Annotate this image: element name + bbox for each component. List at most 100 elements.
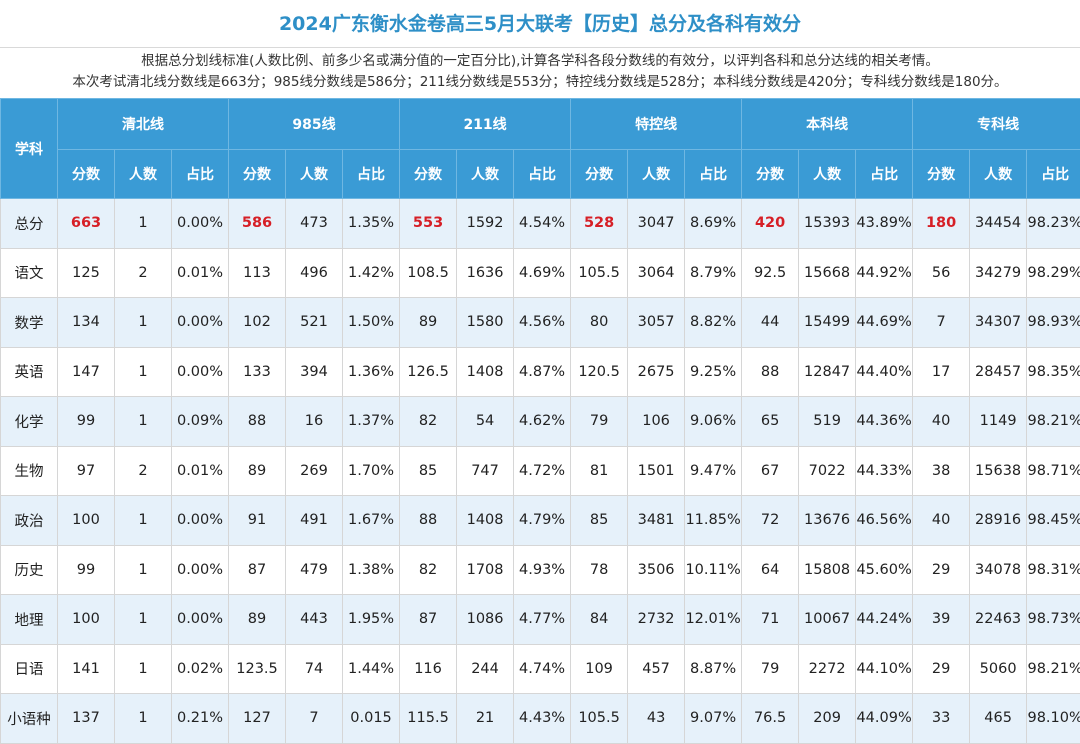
cell-211-ratio: 4.87% (514, 347, 571, 397)
cell-985-count: 7 (286, 694, 343, 744)
group-header-985: 985线 (229, 99, 400, 150)
cell-zhuanke-ratio: 98.73% (1027, 595, 1080, 645)
group-header-tekong: 特控线 (571, 99, 742, 150)
cell-qingbei-score: 147 (58, 347, 115, 397)
cell-benke-count: 12847 (799, 347, 856, 397)
cell-subject: 历史 (1, 545, 58, 595)
cell-qingbei-ratio: 0.09% (172, 397, 229, 447)
group-header-benke: 本科线 (742, 99, 913, 150)
sub-header-score: 分数 (400, 150, 457, 199)
cell-zhuanke-count: 22463 (970, 595, 1027, 645)
sub-header-score: 分数 (742, 150, 799, 199)
cell-benke-count: 209 (799, 694, 856, 744)
cell-qingbei-score: 97 (58, 446, 115, 496)
cell-benke-score: 420 (742, 199, 799, 249)
cell-benke-score: 71 (742, 595, 799, 645)
cell-qingbei-ratio: 0.01% (172, 248, 229, 298)
cell-benke-ratio: 44.36% (856, 397, 913, 447)
cell-benke-ratio: 44.69% (856, 298, 913, 348)
cell-211-ratio: 4.62% (514, 397, 571, 447)
cell-211-score: 82 (400, 545, 457, 595)
cell-zhuanke-ratio: 98.29% (1027, 248, 1080, 298)
description-line-2: 本次考试清北线分数线是663分；985线分数线是586分；211线分数线是553… (0, 72, 1080, 93)
group-header-qingbei: 清北线 (58, 99, 229, 150)
cell-qingbei-ratio: 0.00% (172, 595, 229, 645)
cell-211-count: 1408 (457, 496, 514, 546)
cell-zhuanke-count: 1149 (970, 397, 1027, 447)
cell-985-score: 113 (229, 248, 286, 298)
cell-211-score: 89 (400, 298, 457, 348)
cell-211-ratio: 4.93% (514, 545, 571, 595)
cell-zhuanke-count: 28916 (970, 496, 1027, 546)
group-header-zhuanke: 专科线 (913, 99, 1080, 150)
cell-zhuanke-score: 33 (913, 694, 970, 744)
cell-211-score: 116 (400, 644, 457, 694)
cell-benke-count: 7022 (799, 446, 856, 496)
cell-tekong-count: 3047 (628, 199, 685, 249)
cell-zhuanke-count: 5060 (970, 644, 1027, 694)
cell-985-count: 491 (286, 496, 343, 546)
cell-985-ratio: 1.42% (343, 248, 400, 298)
cell-211-score: 115.5 (400, 694, 457, 744)
cell-tekong-count: 1501 (628, 446, 685, 496)
cell-zhuanke-score: 56 (913, 248, 970, 298)
cell-qingbei-ratio: 0.01% (172, 446, 229, 496)
cell-211-count: 1592 (457, 199, 514, 249)
cell-tekong-ratio: 9.25% (685, 347, 742, 397)
cell-qingbei-count: 1 (115, 347, 172, 397)
cell-211-ratio: 4.72% (514, 446, 571, 496)
cell-tekong-count: 43 (628, 694, 685, 744)
sub-header-count: 人数 (628, 150, 685, 199)
cell-benke-ratio: 46.56% (856, 496, 913, 546)
sub-header-count: 人数 (457, 150, 514, 199)
cell-subject: 总分 (1, 199, 58, 249)
cell-benke-ratio: 45.60% (856, 545, 913, 595)
cell-qingbei-count: 1 (115, 199, 172, 249)
cell-211-score: 108.5 (400, 248, 457, 298)
cell-benke-score: 92.5 (742, 248, 799, 298)
cell-qingbei-score: 99 (58, 545, 115, 595)
cell-zhuanke-ratio: 98.45% (1027, 496, 1080, 546)
cell-tekong-score: 84 (571, 595, 628, 645)
cell-tekong-score: 109 (571, 644, 628, 694)
cell-985-ratio: 1.44% (343, 644, 400, 694)
cell-tekong-ratio: 8.87% (685, 644, 742, 694)
sub-header-ratio: 占比 (856, 150, 913, 199)
cell-qingbei-count: 1 (115, 298, 172, 348)
sub-header-count: 人数 (799, 150, 856, 199)
cell-zhuanke-count: 34078 (970, 545, 1027, 595)
sub-header-score: 分数 (571, 150, 628, 199)
cell-qingbei-score: 141 (58, 644, 115, 694)
cell-zhuanke-count: 34279 (970, 248, 1027, 298)
cell-tekong-count: 3481 (628, 496, 685, 546)
cell-211-count: 1086 (457, 595, 514, 645)
cell-subject: 小语种 (1, 694, 58, 744)
cell-benke-score: 67 (742, 446, 799, 496)
cell-benke-score: 65 (742, 397, 799, 447)
cell-subject: 化学 (1, 397, 58, 447)
cell-qingbei-score: 99 (58, 397, 115, 447)
cell-tekong-score: 80 (571, 298, 628, 348)
cell-zhuanke-score: 180 (913, 199, 970, 249)
cell-zhuanke-score: 39 (913, 595, 970, 645)
cell-211-ratio: 4.56% (514, 298, 571, 348)
cell-985-count: 394 (286, 347, 343, 397)
cell-211-score: 85 (400, 446, 457, 496)
sub-header-ratio: 占比 (1027, 150, 1080, 199)
cell-qingbei-count: 1 (115, 397, 172, 447)
cell-211-count: 1580 (457, 298, 514, 348)
cell-985-score: 89 (229, 446, 286, 496)
cell-zhuanke-count: 28457 (970, 347, 1027, 397)
cell-zhuanke-score: 40 (913, 397, 970, 447)
cell-211-count: 54 (457, 397, 514, 447)
cell-benke-ratio: 44.92% (856, 248, 913, 298)
cell-benke-ratio: 44.09% (856, 694, 913, 744)
cell-zhuanke-ratio: 98.10% (1027, 694, 1080, 744)
cell-211-ratio: 4.79% (514, 496, 571, 546)
sub-header-score: 分数 (58, 150, 115, 199)
